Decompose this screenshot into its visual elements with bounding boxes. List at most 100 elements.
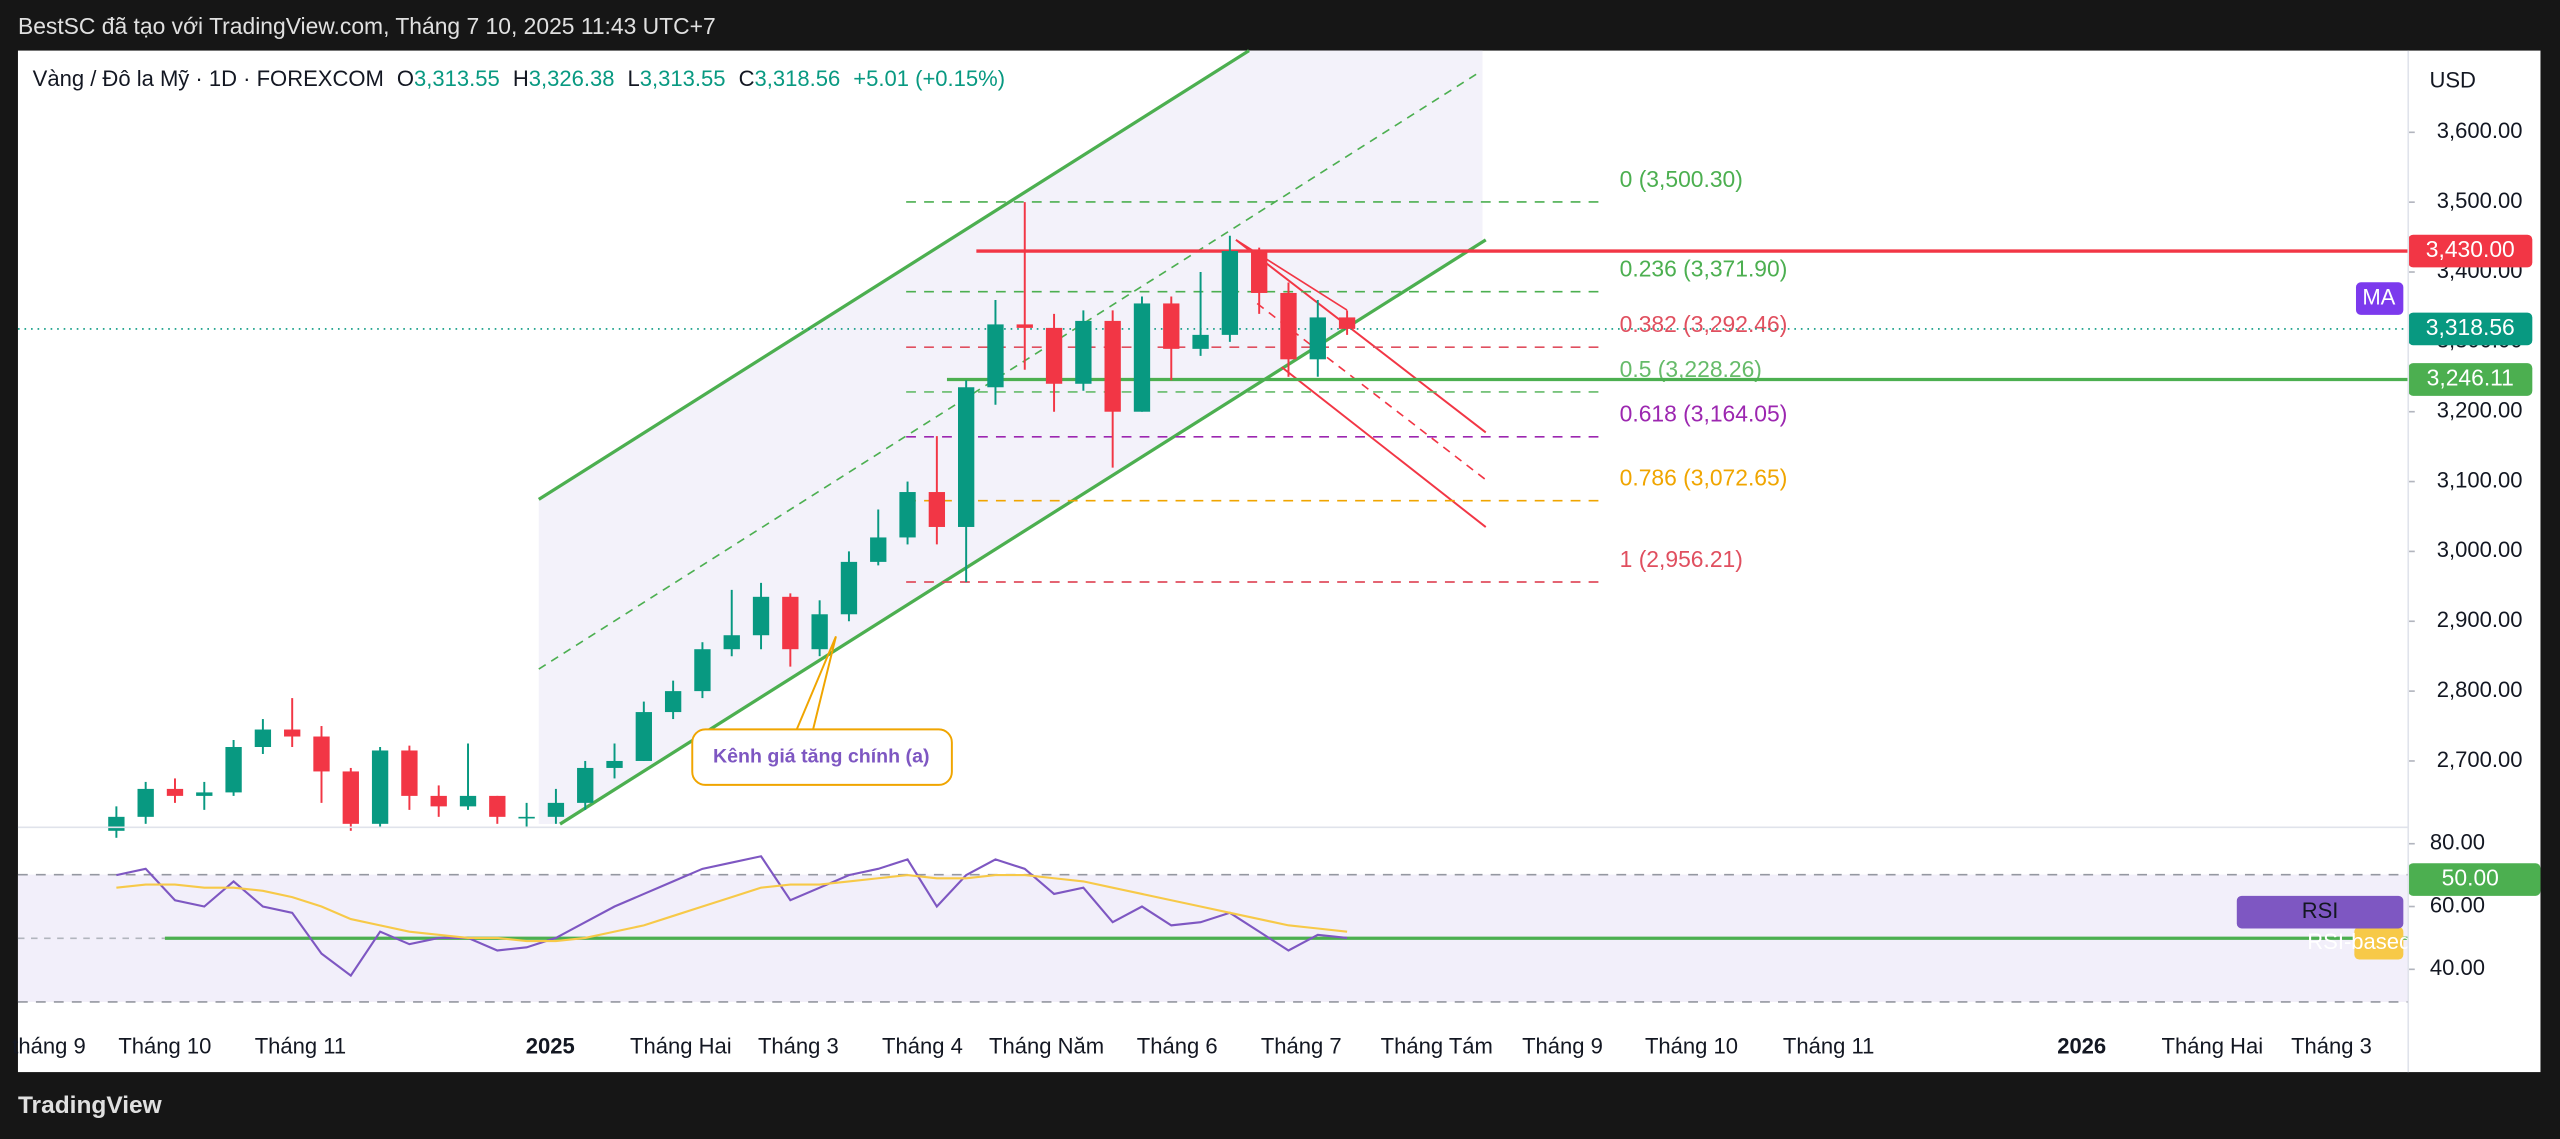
x-tick-label: Tháng 4 xyxy=(882,1033,963,1058)
y-tick-label: 2,800.00 xyxy=(2437,677,2523,702)
price-tag-label: 3,246.11 xyxy=(2427,365,2514,391)
brand: TradingView xyxy=(18,1092,163,1119)
candle-body xyxy=(1016,324,1033,328)
currency: USD xyxy=(2429,67,2475,92)
fib-label: 0.786 (3,072.65) xyxy=(1620,464,1788,490)
legend-label: RSI xyxy=(2302,898,2339,923)
legend-label: RSI-based MA xyxy=(2307,929,2451,954)
y-tick-label: 2,900.00 xyxy=(2437,607,2523,632)
candle-body xyxy=(635,712,652,761)
x-tick-label: Tháng 11 xyxy=(255,1033,346,1058)
ohlc-value: 3,313.55 xyxy=(414,66,500,91)
candle-body xyxy=(664,691,682,713)
price-tag xyxy=(2408,363,2533,396)
candle-body xyxy=(166,788,184,796)
candle-body xyxy=(723,635,740,650)
candle-body xyxy=(1133,303,1151,412)
candle-body xyxy=(518,816,535,819)
x-tick-label: Tháng 7 xyxy=(1261,1033,1342,1058)
y-tick-label: 2,700.00 xyxy=(2437,747,2523,772)
symbol: Vàng / Đô la Mỹ · 1D · FOREXCOM xyxy=(33,66,384,91)
candle-body xyxy=(606,760,623,768)
x-tick-label: Tháng 10 xyxy=(1645,1033,1738,1058)
candle-body xyxy=(782,596,799,650)
x-tick-label: Tháng 10 xyxy=(118,1033,211,1058)
x-tick-label: Tháng 3 xyxy=(758,1033,839,1058)
header-line: Vàng / Đô la Mỹ · 1D · FOREXCOM O3,313.55… xyxy=(33,66,1005,91)
x-tick-label: Tháng Hai xyxy=(630,1033,732,1058)
credit: BestSC đã tạo với TradingView.com, Tháng… xyxy=(18,13,716,39)
candle-body xyxy=(371,750,389,824)
x-tick-label: tháng 9 xyxy=(12,1033,85,1058)
candle-body xyxy=(137,788,154,817)
rsi-tick-label: 40.00 xyxy=(2430,955,2485,980)
fib-label: 1 (2,956.21) xyxy=(1620,546,1743,572)
price-tag-label: 3,318.56 xyxy=(2426,314,2515,340)
plot: 2,700.00 2,800.00 2,900.00 3,000.00 3,100.00… xyxy=(17,118,2541,1003)
candle-body xyxy=(811,614,828,650)
x-tick-label: Tháng 3 xyxy=(2291,1033,2372,1058)
price-tag xyxy=(2408,312,2533,346)
x-tick-label: Tháng 6 xyxy=(1137,1033,1218,1058)
fib-label: 0 (3,500.30) xyxy=(1620,166,1743,192)
candle-body xyxy=(694,649,711,692)
rsi-level-tag xyxy=(2408,863,2541,896)
candle-body xyxy=(899,492,916,538)
ohlc-key: C xyxy=(739,66,755,91)
change: +5.01 (+0.15%) xyxy=(853,66,1005,91)
fib-label: 0.382 (3,292.46) xyxy=(1620,311,1788,337)
price-tag-label: 3,430.00 xyxy=(2426,236,2515,262)
price-tag xyxy=(2408,234,2533,268)
rsi-line xyxy=(116,874,1348,943)
y-tick-label: 3,500.00 xyxy=(2437,188,2523,213)
y-tick-label: 3,100.00 xyxy=(2437,467,2523,492)
x-tick-label: Tháng 11 xyxy=(1783,1033,1874,1058)
candle-body xyxy=(1075,320,1092,384)
ohlc-key: H xyxy=(513,66,529,91)
candle-body xyxy=(928,492,946,527)
ohlc-key: L xyxy=(628,66,640,91)
candle-body xyxy=(108,816,125,831)
candle-body xyxy=(313,736,330,772)
channel-fill xyxy=(538,50,1483,825)
candle-body xyxy=(1221,251,1239,335)
candle-body xyxy=(987,324,1004,388)
candle-body xyxy=(1104,320,1121,412)
candle-body xyxy=(254,729,272,747)
rsi-line xyxy=(116,855,1348,978)
x-tick-label: 2025 xyxy=(526,1033,575,1058)
ohlc-value: 3,318.56 xyxy=(754,66,840,91)
candle-body xyxy=(870,537,887,562)
candle-body xyxy=(1163,303,1180,349)
y-tick-label: 3,200.00 xyxy=(2437,398,2523,423)
candle-body xyxy=(577,767,594,803)
legend-tag xyxy=(2236,895,2404,929)
annotation: Kênh giá tăng chính (a) xyxy=(713,745,930,767)
channel-lower xyxy=(559,238,1487,826)
channel-upper xyxy=(537,49,1250,501)
candle-body xyxy=(1309,317,1326,360)
x-tick-label: Tháng Tám xyxy=(1381,1033,1493,1058)
x-tick-label: Tháng Năm xyxy=(989,1033,1104,1058)
candle-body xyxy=(752,596,770,636)
candle-body xyxy=(430,795,447,807)
y-tick-label: 3,000.00 xyxy=(2437,537,2523,562)
fib-label: 0.618 (3,164.05) xyxy=(1620,401,1788,427)
candle-body xyxy=(284,729,301,737)
candle-body xyxy=(1045,327,1063,384)
x-tick-label: 2026 xyxy=(2057,1033,2106,1058)
candle-body xyxy=(401,750,418,796)
fib-label: 0.5 (3,228.26) xyxy=(1620,356,1762,382)
fib-label: 0.236 (3,371.90) xyxy=(1620,255,1788,281)
legend-tag xyxy=(2354,926,2404,960)
ma-label: MA xyxy=(2362,284,2395,309)
candle-body xyxy=(1251,251,1268,293)
x-tick-label: Tháng Hai xyxy=(2162,1033,2264,1058)
channel-mid xyxy=(538,72,1479,670)
x-axis: tháng 9 Tháng 10 Tháng 11 2025 Tháng Hai Thán… xyxy=(12,1033,2372,1058)
ma-tag xyxy=(2355,282,2404,315)
candle-body xyxy=(957,387,975,527)
callout xyxy=(795,636,837,730)
candle-body xyxy=(459,795,477,807)
